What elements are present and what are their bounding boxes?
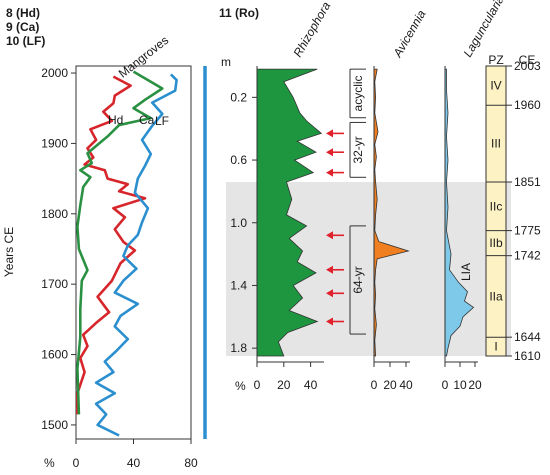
arrow-head-6 [326,317,333,326]
cycle-arrows [326,129,344,326]
pollen-panel: 11 (Ro) m 0.20.61.01.41.8 0 20 40Rhizophor… [219,0,541,393]
ce-label-2003: 2003 [514,59,541,73]
taxon-tick-label-rhizophora-2: 40 [304,378,318,392]
series-line-ca [76,70,164,415]
x-tick-label-0: 0 [73,456,80,470]
x-axis-unit: % [44,456,55,470]
y-tick-label-2: 1700 [41,277,68,291]
taxon-tick-label-laguncularia-2: 20 [468,378,482,392]
y-tick-label-1: 1600 [41,348,68,362]
heading-line-3: 10 (LF) [6,34,45,48]
taxon-area-avicennia [373,68,410,357]
taxon-tick-label-avicennia-2: 40 [399,378,413,392]
pz-column [485,65,507,357]
taxon-title-avicennia: Avicennia [390,7,429,60]
depth-tick-label-1: 0.6 [230,153,247,167]
x-tick-label-1: 40 [127,456,141,470]
arrow-head-2 [326,168,333,177]
series-line-lf [94,73,178,437]
mangrove-title: Mangroves [116,33,171,81]
y-axis-label: Years CE [2,227,16,277]
depth-tick-label-4: 1.8 [230,341,247,355]
legend-label-lf: LF [155,114,169,128]
y-tick-label-5: 2000 [41,66,68,80]
arrow-head-1 [326,148,333,157]
arrow-head-4 [326,265,333,274]
legend-label-hd: Hd [108,113,123,127]
y-tick-label-4: 1900 [41,136,68,150]
depth-tick-label-2: 1.0 [230,216,247,230]
cycle-brackets: acyclic 32-yr 64-yr [349,68,366,335]
heading-line-2: 9 (Ca) [6,20,39,34]
ce-label-1610: 1610 [514,349,541,363]
depth-tick-label-3: 1.4 [230,278,247,292]
ce-title: CE [519,53,536,67]
taxon-area-laguncularia [444,68,475,357]
taxon-tick-label-avicennia-0: 0 [371,378,378,392]
taxon-tick-label-rhizophora-1: 20 [277,378,291,392]
ce-label-1960: 1960 [514,98,541,112]
ce-label-1851: 1851 [514,175,541,189]
depth-ticks: 0.2 0.6 1.0 1.4 1.8 [230,90,257,355]
series-line-hd [76,75,147,415]
taxon-title-rhizophora: Rhizophora [290,0,333,60]
heading-line-1: 8 (Hd) [6,6,40,20]
depth-tick-label-0: 0.2 [230,90,247,104]
legend-label-ca: Ca [139,113,155,127]
taxon-tick-label-rhizophora-0: 0 [254,378,261,392]
pollen-x-unit: % [235,379,246,393]
pz-label-i: I [494,340,497,354]
lia-label: LIA [459,263,473,281]
pz-title: PZ [488,53,503,67]
pz-label-iic: IIc [490,199,503,213]
mangrove-series [76,70,178,437]
arrow-head-5 [326,289,333,298]
pollen-zone-column: PZ CE IV III IIc IIb IIa I 2003 1960 1851 1775 1742 1… [459,53,541,363]
x-tick-label-2: 80 [184,456,198,470]
arrow-head-0 [326,129,333,138]
bracket-label-0: acyclic [351,75,365,111]
ce-label-1644: 1644 [514,330,541,344]
bracket-label-1: 32-yr [351,136,365,163]
taxon-tick-label-laguncularia-1: 10 [453,378,467,392]
arrow-head-3 [326,231,333,240]
taxon-tick-label-avicennia-1: 20 [383,378,397,392]
pz-label-iib: IIb [489,236,503,250]
taxon-tick-label-laguncularia-0: 0 [442,378,449,392]
pz-label-iia: IIa [489,289,503,303]
depth-unit: m [221,55,231,69]
y-tick-label-0: 1500 [41,418,68,432]
ce-label-1775: 1775 [514,224,541,238]
taxon-title-laguncularia: Laguncularia [460,0,507,59]
pollen-heading: 11 (Ro) [219,6,259,20]
ce-label-1742: 1742 [514,249,541,263]
bracket-label-2: 64-yr [351,266,365,293]
y-ticks: 1500 1600 1700 1800 1900 2000 [41,66,76,432]
x-ticks: 0 40 80 [73,439,198,470]
taxon-area-rhizophora [256,68,323,357]
mangrove-panel: 8 (Hd) 9 (Ca) 10 (LF) Mangroves Years CE… [2,6,207,470]
y-tick-label-3: 1800 [41,207,68,221]
pz-label-iv: IV [490,79,501,93]
pz-label-iii: III [491,137,501,151]
